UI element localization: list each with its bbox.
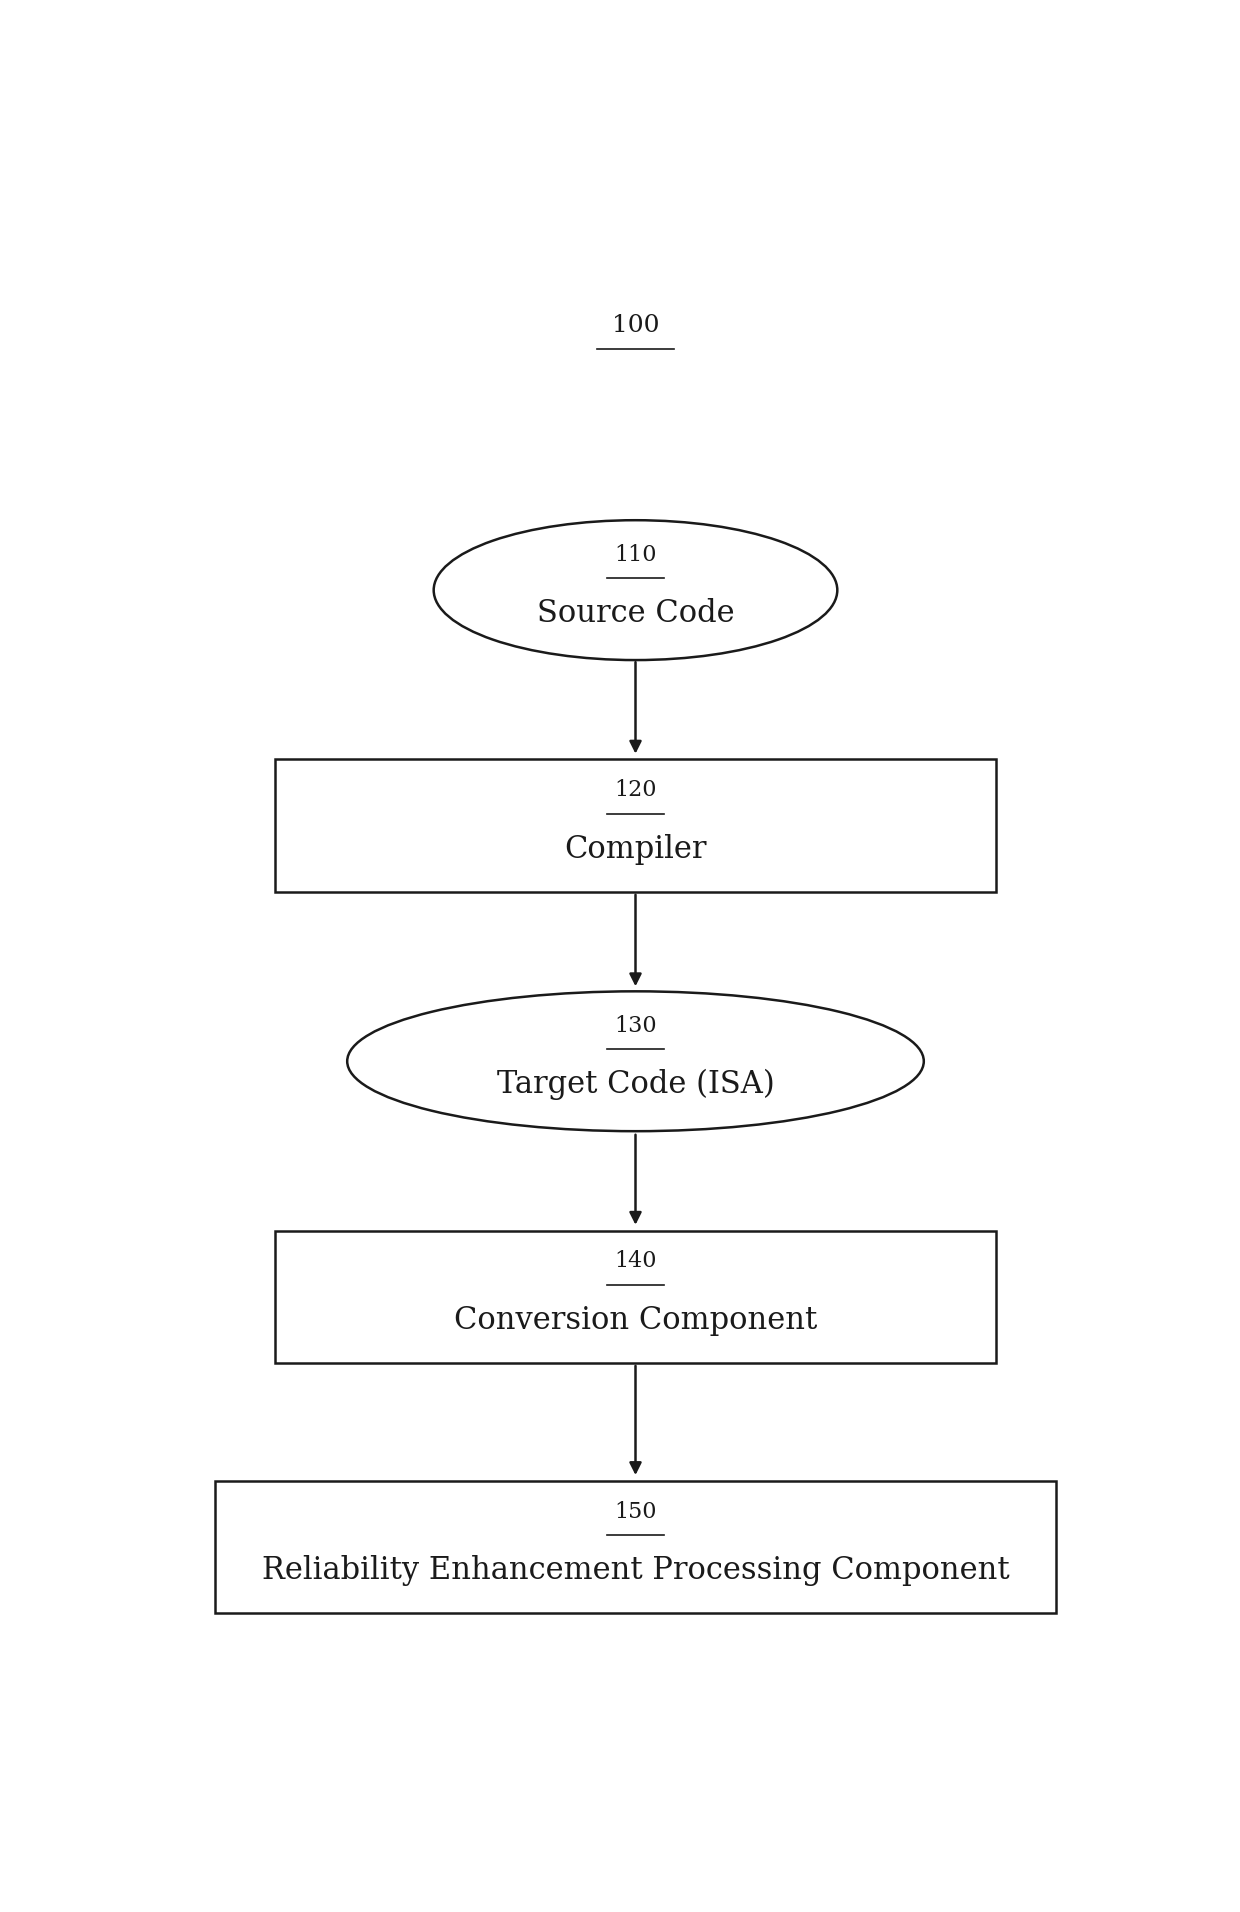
Text: Source Code: Source Code bbox=[537, 598, 734, 629]
Text: Target Code (ISA): Target Code (ISA) bbox=[497, 1069, 774, 1101]
Text: 140: 140 bbox=[614, 1250, 657, 1273]
Text: 100: 100 bbox=[611, 314, 660, 337]
Text: Compiler: Compiler bbox=[564, 834, 707, 864]
Text: 150: 150 bbox=[614, 1501, 657, 1522]
Text: 110: 110 bbox=[614, 543, 657, 566]
Text: 130: 130 bbox=[614, 1015, 657, 1036]
Text: 120: 120 bbox=[614, 780, 657, 801]
Text: Reliability Enhancement Processing Component: Reliability Enhancement Processing Compo… bbox=[262, 1554, 1009, 1587]
Text: Conversion Component: Conversion Component bbox=[454, 1304, 817, 1336]
